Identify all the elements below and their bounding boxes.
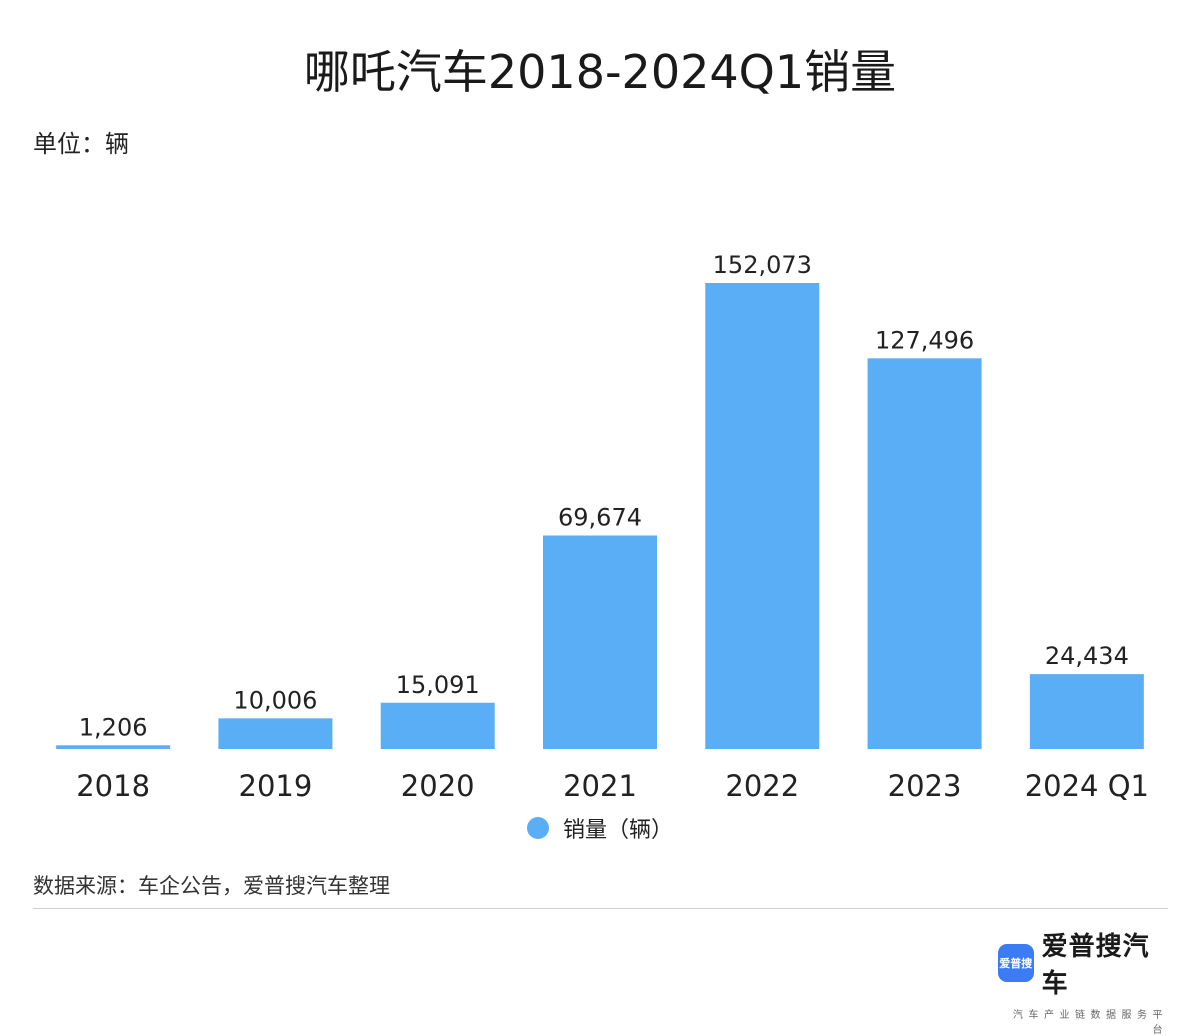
x-tick-label: 2024 Q1	[1025, 769, 1149, 800]
brand-logo-icon: 爱普搜	[998, 944, 1034, 982]
x-tick-label: 2022	[725, 769, 799, 800]
divider	[33, 908, 1168, 909]
data-label: 127,496	[875, 326, 974, 354]
chart-title: 哪吒汽车2018-2024Q1销量	[303, 45, 897, 99]
bar-2023	[867, 358, 982, 749]
legend-swatch	[526, 817, 549, 839]
data-label: 152,073	[713, 251, 812, 279]
brand-tagline: 汽车产业链数据服务平台	[1013, 1010, 1168, 1036]
unit-label: 单位：辆	[33, 130, 129, 158]
data-label: 1,206	[79, 713, 148, 741]
data-label: 69,674	[558, 503, 642, 531]
data-label: 10,006	[233, 686, 317, 714]
brand-block: 爱普搜 爱普搜汽车 汽车产业链数据服务平台	[998, 926, 1168, 1036]
legend-label: 销量（辆）	[562, 818, 673, 843]
x-tick-label: 2018	[76, 769, 150, 800]
legend: 销量（辆）	[0, 812, 1200, 844]
data-label: 15,091	[396, 671, 480, 699]
bar-2019	[218, 718, 333, 749]
bar-2022	[705, 283, 820, 749]
bar-2020	[380, 702, 495, 749]
bar-2021	[543, 535, 657, 749]
x-tick-label: 2019	[239, 769, 313, 800]
bar-2024-q1	[1029, 674, 1144, 749]
x-tick-label: 2023	[888, 769, 962, 800]
x-tick-label: 2020	[401, 769, 475, 800]
data-source: 数据来源：车企公告，爱普搜汽车整理	[33, 874, 390, 898]
bar-chart: 1,206 2018 10,006 2019 15,091 2020 69,674 2021 1…	[56, 251, 1149, 800]
data-label: 24,434	[1045, 642, 1129, 670]
brand-name: 爱普搜汽车	[1041, 932, 1150, 999]
x-tick-label: 2021	[563, 769, 637, 800]
bar-2018	[56, 745, 171, 749]
